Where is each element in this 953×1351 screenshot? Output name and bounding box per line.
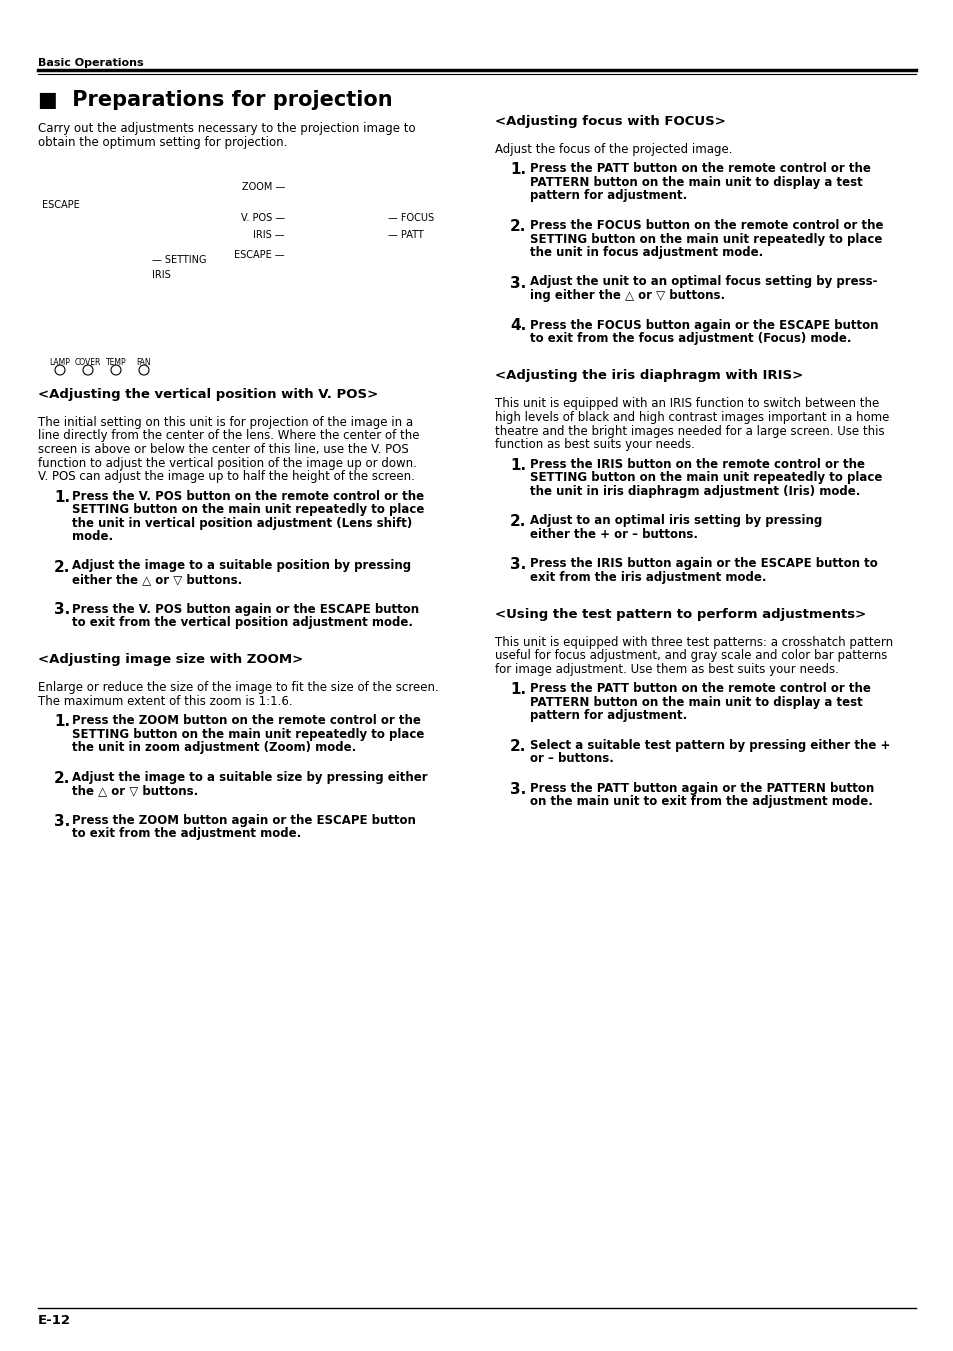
Text: SETTING button on the main unit repeatedly to place: SETTING button on the main unit repeated…: [530, 232, 882, 246]
Text: pattern for adjustment.: pattern for adjustment.: [530, 709, 686, 723]
Text: to exit from the focus adjustment (Focus) mode.: to exit from the focus adjustment (Focus…: [530, 332, 851, 345]
Text: Press the FOCUS button again or the ESCAPE button: Press the FOCUS button again or the ESCA…: [530, 319, 878, 331]
Text: the unit in iris diaphragm adjustment (Iris) mode.: the unit in iris diaphragm adjustment (I…: [530, 485, 860, 497]
Text: theatre and the bright images needed for a large screen. Use this: theatre and the bright images needed for…: [495, 424, 883, 438]
Text: The maximum extent of this zoom is 1:1.6.: The maximum extent of this zoom is 1:1.6…: [38, 694, 293, 708]
Text: screen is above or below the center of this line, use the V. POS: screen is above or below the center of t…: [38, 443, 408, 457]
Text: high levels of black and high contrast images important in a home: high levels of black and high contrast i…: [495, 411, 888, 424]
Text: to exit from the adjustment mode.: to exit from the adjustment mode.: [71, 828, 301, 840]
Text: 1.: 1.: [510, 458, 525, 473]
Text: either the + or – buttons.: either the + or – buttons.: [530, 527, 698, 540]
Text: Press the PATT button on the remote control or the: Press the PATT button on the remote cont…: [530, 682, 870, 696]
Text: 1.: 1.: [510, 162, 525, 177]
Text: ing either the △ or ▽ buttons.: ing either the △ or ▽ buttons.: [530, 289, 724, 303]
Text: <Adjusting the vertical position with V. POS>: <Adjusting the vertical position with V.…: [38, 388, 377, 401]
Text: the unit in zoom adjustment (Zoom) mode.: the unit in zoom adjustment (Zoom) mode.: [71, 742, 355, 754]
Text: Press the ZOOM button again or the ESCAPE button: Press the ZOOM button again or the ESCAP…: [71, 815, 416, 827]
Text: — FOCUS: — FOCUS: [388, 213, 434, 223]
Text: 2.: 2.: [510, 219, 526, 234]
Text: function to adjust the vertical position of the image up or down.: function to adjust the vertical position…: [38, 457, 416, 470]
Text: 4.: 4.: [510, 319, 526, 334]
Text: PATTERN button on the main unit to display a test: PATTERN button on the main unit to displ…: [530, 176, 862, 189]
Text: SETTING button on the main unit repeatedly to place: SETTING button on the main unit repeated…: [530, 471, 882, 484]
Text: The initial setting on this unit is for projection of the image in a: The initial setting on this unit is for …: [38, 416, 413, 430]
Text: Press the V. POS button again or the ESCAPE button: Press the V. POS button again or the ESC…: [71, 603, 418, 616]
Text: E-12: E-12: [38, 1315, 71, 1327]
Text: for image adjustment. Use them as best suits your needs.: for image adjustment. Use them as best s…: [495, 663, 838, 676]
Text: 2.: 2.: [54, 559, 71, 574]
Text: Press the PATT button on the remote control or the: Press the PATT button on the remote cont…: [530, 162, 870, 176]
Text: FAN: FAN: [136, 358, 152, 367]
Text: 3.: 3.: [54, 603, 71, 617]
Text: Basic Operations: Basic Operations: [38, 58, 144, 68]
Text: Carry out the adjustments necessary to the projection image to: Carry out the adjustments necessary to t…: [38, 122, 416, 135]
Text: — SETTING: — SETTING: [152, 255, 206, 265]
Text: 3.: 3.: [54, 815, 71, 830]
Text: to exit from the vertical position adjustment mode.: to exit from the vertical position adjus…: [71, 616, 413, 630]
Text: the unit in focus adjustment mode.: the unit in focus adjustment mode.: [530, 246, 762, 259]
Text: <Using the test pattern to perform adjustments>: <Using the test pattern to perform adjus…: [495, 608, 865, 621]
Text: pattern for adjustment.: pattern for adjustment.: [530, 189, 686, 203]
Text: 1.: 1.: [54, 489, 71, 504]
Text: <Adjusting focus with FOCUS>: <Adjusting focus with FOCUS>: [495, 115, 725, 128]
Text: Press the ZOOM button on the remote control or the: Press the ZOOM button on the remote cont…: [71, 715, 420, 727]
Text: <Adjusting the iris diaphragm with IRIS>: <Adjusting the iris diaphragm with IRIS>: [495, 370, 802, 382]
Text: This unit is equipped with three test patterns: a crosshatch pattern: This unit is equipped with three test pa…: [495, 636, 892, 648]
Text: on the main unit to exit from the adjustment mode.: on the main unit to exit from the adjust…: [530, 796, 872, 808]
Text: 1.: 1.: [510, 682, 525, 697]
Text: <Adjusting image size with ZOOM>: <Adjusting image size with ZOOM>: [38, 654, 303, 666]
Text: 2.: 2.: [510, 513, 526, 530]
Text: 2.: 2.: [510, 739, 526, 754]
Text: the △ or ▽ buttons.: the △ or ▽ buttons.: [71, 785, 198, 797]
Text: Adjust to an optimal iris setting by pressing: Adjust to an optimal iris setting by pre…: [530, 513, 821, 527]
Text: Press the IRIS button on the remote control or the: Press the IRIS button on the remote cont…: [530, 458, 864, 470]
Text: line directly from the center of the lens. Where the center of the: line directly from the center of the len…: [38, 430, 419, 443]
Text: the unit in vertical position adjustment (Lens shift): the unit in vertical position adjustment…: [71, 516, 412, 530]
Text: IRIS: IRIS: [152, 270, 171, 280]
Text: Press the PATT button again or the PATTERN button: Press the PATT button again or the PATTE…: [530, 782, 873, 794]
Text: Adjust the unit to an optimal focus setting by press-: Adjust the unit to an optimal focus sett…: [530, 276, 877, 289]
Text: function as best suits your needs.: function as best suits your needs.: [495, 438, 694, 451]
Text: Enlarge or reduce the size of the image to fit the size of the screen.: Enlarge or reduce the size of the image …: [38, 681, 438, 694]
Text: 3.: 3.: [510, 782, 526, 797]
Text: Adjust the image to a suitable position by pressing: Adjust the image to a suitable position …: [71, 559, 411, 573]
Text: 2.: 2.: [54, 771, 71, 786]
Text: ESCAPE —: ESCAPE —: [234, 250, 285, 259]
Text: IRIS —: IRIS —: [253, 230, 285, 240]
Text: Press the FOCUS button on the remote control or the: Press the FOCUS button on the remote con…: [530, 219, 882, 232]
Text: TEMP: TEMP: [106, 358, 126, 367]
Text: — PATT: — PATT: [388, 230, 423, 240]
Text: either the △ or ▽ buttons.: either the △ or ▽ buttons.: [71, 573, 242, 586]
Text: V. POS can adjust the image up to half the height of the screen.: V. POS can adjust the image up to half t…: [38, 470, 415, 484]
Text: ■  Preparations for projection: ■ Preparations for projection: [38, 91, 393, 109]
Text: Press the V. POS button on the remote control or the: Press the V. POS button on the remote co…: [71, 489, 424, 503]
Text: useful for focus adjustment, and gray scale and color bar patterns: useful for focus adjustment, and gray sc…: [495, 650, 886, 662]
Text: 1.: 1.: [54, 715, 71, 730]
Text: or – buttons.: or – buttons.: [530, 753, 613, 766]
Text: COVER: COVER: [74, 358, 101, 367]
Text: 3.: 3.: [510, 557, 526, 571]
Text: ZOOM —: ZOOM —: [241, 182, 285, 192]
Text: mode.: mode.: [71, 530, 113, 543]
Text: SETTING button on the main unit repeatedly to place: SETTING button on the main unit repeated…: [71, 728, 424, 740]
Text: Select a suitable test pattern by pressing either the +: Select a suitable test pattern by pressi…: [530, 739, 889, 753]
Text: ESCAPE: ESCAPE: [42, 200, 80, 209]
Text: V. POS —: V. POS —: [240, 213, 285, 223]
Text: Adjust the focus of the projected image.: Adjust the focus of the projected image.: [495, 143, 732, 155]
Text: PATTERN button on the main unit to display a test: PATTERN button on the main unit to displ…: [530, 696, 862, 709]
Text: This unit is equipped with an IRIS function to switch between the: This unit is equipped with an IRIS funct…: [495, 397, 879, 411]
Text: Press the IRIS button again or the ESCAPE button to: Press the IRIS button again or the ESCAP…: [530, 557, 877, 570]
Text: LAMP: LAMP: [50, 358, 71, 367]
Text: 3.: 3.: [510, 276, 526, 290]
Text: Adjust the image to a suitable size by pressing either: Adjust the image to a suitable size by p…: [71, 771, 427, 784]
Text: exit from the iris adjustment mode.: exit from the iris adjustment mode.: [530, 570, 765, 584]
Text: obtain the optimum setting for projection.: obtain the optimum setting for projectio…: [38, 136, 287, 149]
Text: SETTING button on the main unit repeatedly to place: SETTING button on the main unit repeated…: [71, 503, 424, 516]
